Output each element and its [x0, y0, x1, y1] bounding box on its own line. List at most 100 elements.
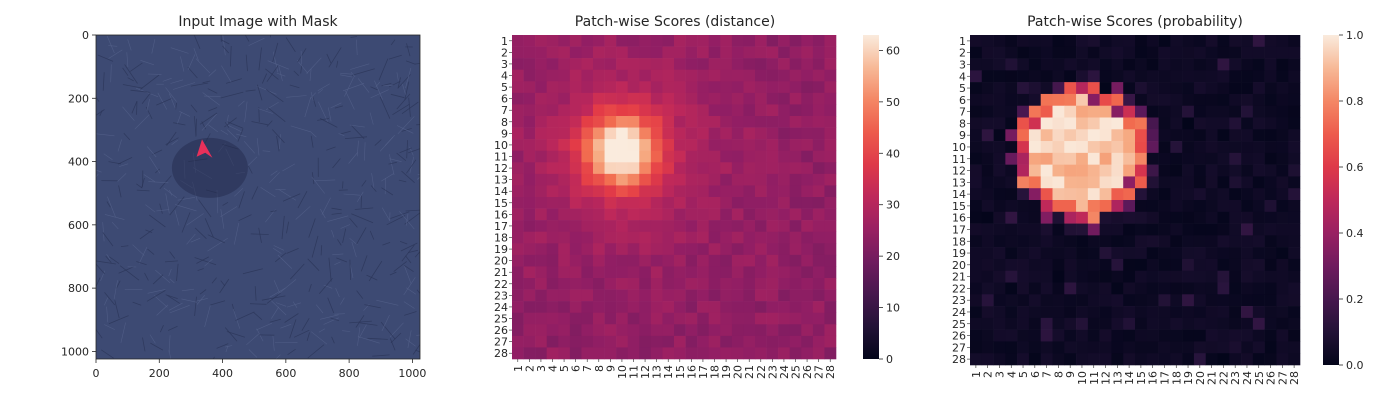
heatmap-cell	[743, 69, 756, 82]
texture-crease	[396, 125, 414, 134]
heatmap-cell	[812, 58, 825, 71]
heatmap-cell	[1288, 93, 1301, 107]
heatmap-cell	[993, 129, 1006, 142]
heatmap-cell	[523, 116, 536, 128]
heatmap-cell	[1040, 46, 1053, 59]
heatmap-cell	[650, 301, 663, 314]
heatmap-cell	[569, 324, 582, 337]
heatmap-cell	[512, 335, 524, 348]
heatmap-cell	[569, 46, 582, 59]
heatmap-cell	[812, 231, 825, 244]
heatmap-cell	[1076, 152, 1089, 165]
texture-crease	[149, 156, 161, 174]
heatmap-cell	[789, 324, 802, 337]
heatmap-cell	[616, 278, 629, 290]
heatmap-cell	[1182, 58, 1195, 71]
heatmap-cell	[581, 289, 594, 302]
texture-crease	[232, 308, 241, 329]
heatmap-cell	[569, 92, 582, 105]
heatmap-cell	[546, 92, 559, 105]
heatmap-cell	[755, 185, 767, 198]
heatmap-cell	[981, 258, 994, 272]
heatmap-cell	[970, 317, 983, 330]
heatmap-cell	[1252, 58, 1265, 71]
heatmap-cell	[824, 139, 837, 152]
texture-crease	[167, 295, 181, 304]
heatmap-cell	[824, 208, 837, 221]
heatmap-cell	[616, 231, 629, 244]
heatmap-cell	[1052, 235, 1065, 248]
heatmap-cell	[1135, 247, 1148, 260]
heatmap-cell	[1252, 341, 1265, 354]
heatmap-cell	[981, 46, 994, 59]
heatmap-cell	[1158, 188, 1171, 201]
heatmap-cell	[970, 46, 983, 59]
heatmap-cell	[1217, 176, 1230, 189]
heatmap-cell	[535, 312, 548, 325]
heatmap-cell	[1193, 152, 1207, 165]
heatmap-cell	[743, 92, 756, 105]
texture-crease	[165, 294, 178, 299]
heatmap-cell	[1052, 46, 1065, 59]
heatmap-cell	[604, 243, 617, 256]
heatmap-cell	[569, 81, 582, 94]
texture-crease	[248, 37, 265, 46]
texture-crease	[226, 331, 246, 338]
texture-crease	[359, 322, 378, 326]
heatmap-cell	[1264, 141, 1277, 154]
heatmap-cell	[1028, 200, 1042, 213]
heatmap-cell	[789, 162, 802, 175]
heatmap-cell	[1135, 223, 1148, 236]
heatmap-cell	[1111, 317, 1124, 330]
heatmap-cell	[1217, 200, 1230, 213]
heatmap-cell	[569, 150, 582, 163]
heatmap-cell	[616, 266, 629, 279]
heatmap-cell	[1087, 270, 1100, 283]
texture-crease	[173, 122, 186, 126]
heatmap-cell	[778, 162, 791, 175]
texture-crease	[226, 114, 229, 126]
heatmap-cell	[1205, 129, 1218, 142]
heatmap-cell	[1028, 35, 1042, 48]
heatmap-cell	[627, 35, 640, 47]
texture-crease	[323, 317, 339, 325]
texture-crease	[136, 261, 147, 266]
texture-crease	[106, 201, 111, 208]
texture-crease	[96, 96, 100, 102]
heatmap-cell	[801, 231, 814, 244]
heatmap-cell	[1111, 270, 1124, 283]
texture-crease	[364, 142, 366, 161]
heatmap-cell	[1017, 70, 1030, 83]
texture-crease	[405, 60, 416, 65]
texture-crease	[260, 187, 276, 198]
heatmap-cell	[650, 46, 663, 59]
heatmap-cell	[1017, 341, 1030, 354]
texture-crease	[342, 228, 347, 243]
heatmap-cell	[1182, 258, 1195, 272]
heatmap-cell	[1252, 93, 1265, 107]
heatmap-cell	[627, 243, 640, 256]
heatmap-cell	[616, 289, 629, 302]
heatmap-cell	[1264, 247, 1277, 260]
heatmap-cell	[697, 347, 710, 360]
heatmap-cell	[604, 197, 617, 209]
texture-crease	[382, 242, 391, 246]
texture-crease	[366, 274, 378, 281]
heatmap-cell	[743, 231, 756, 244]
heatmap-cell	[731, 150, 744, 163]
texture-crease	[297, 48, 307, 63]
texture-crease	[177, 197, 196, 201]
colorbar-tick-label: 0	[886, 353, 893, 366]
heatmap-cell	[1087, 282, 1100, 295]
heatmap-cell	[1099, 270, 1112, 283]
heatmap-cell	[512, 46, 524, 59]
heatmap-cell	[1217, 306, 1230, 319]
heatmap-cell	[569, 243, 582, 256]
heatmap-cell	[1135, 317, 1148, 330]
heatmap-cell	[523, 127, 536, 140]
heatmap-cell	[755, 92, 767, 105]
heatmap-cell	[581, 243, 594, 256]
heatmap-cell	[581, 197, 594, 209]
heatmap-cell	[1229, 270, 1242, 283]
heatmap-cell	[535, 266, 548, 279]
